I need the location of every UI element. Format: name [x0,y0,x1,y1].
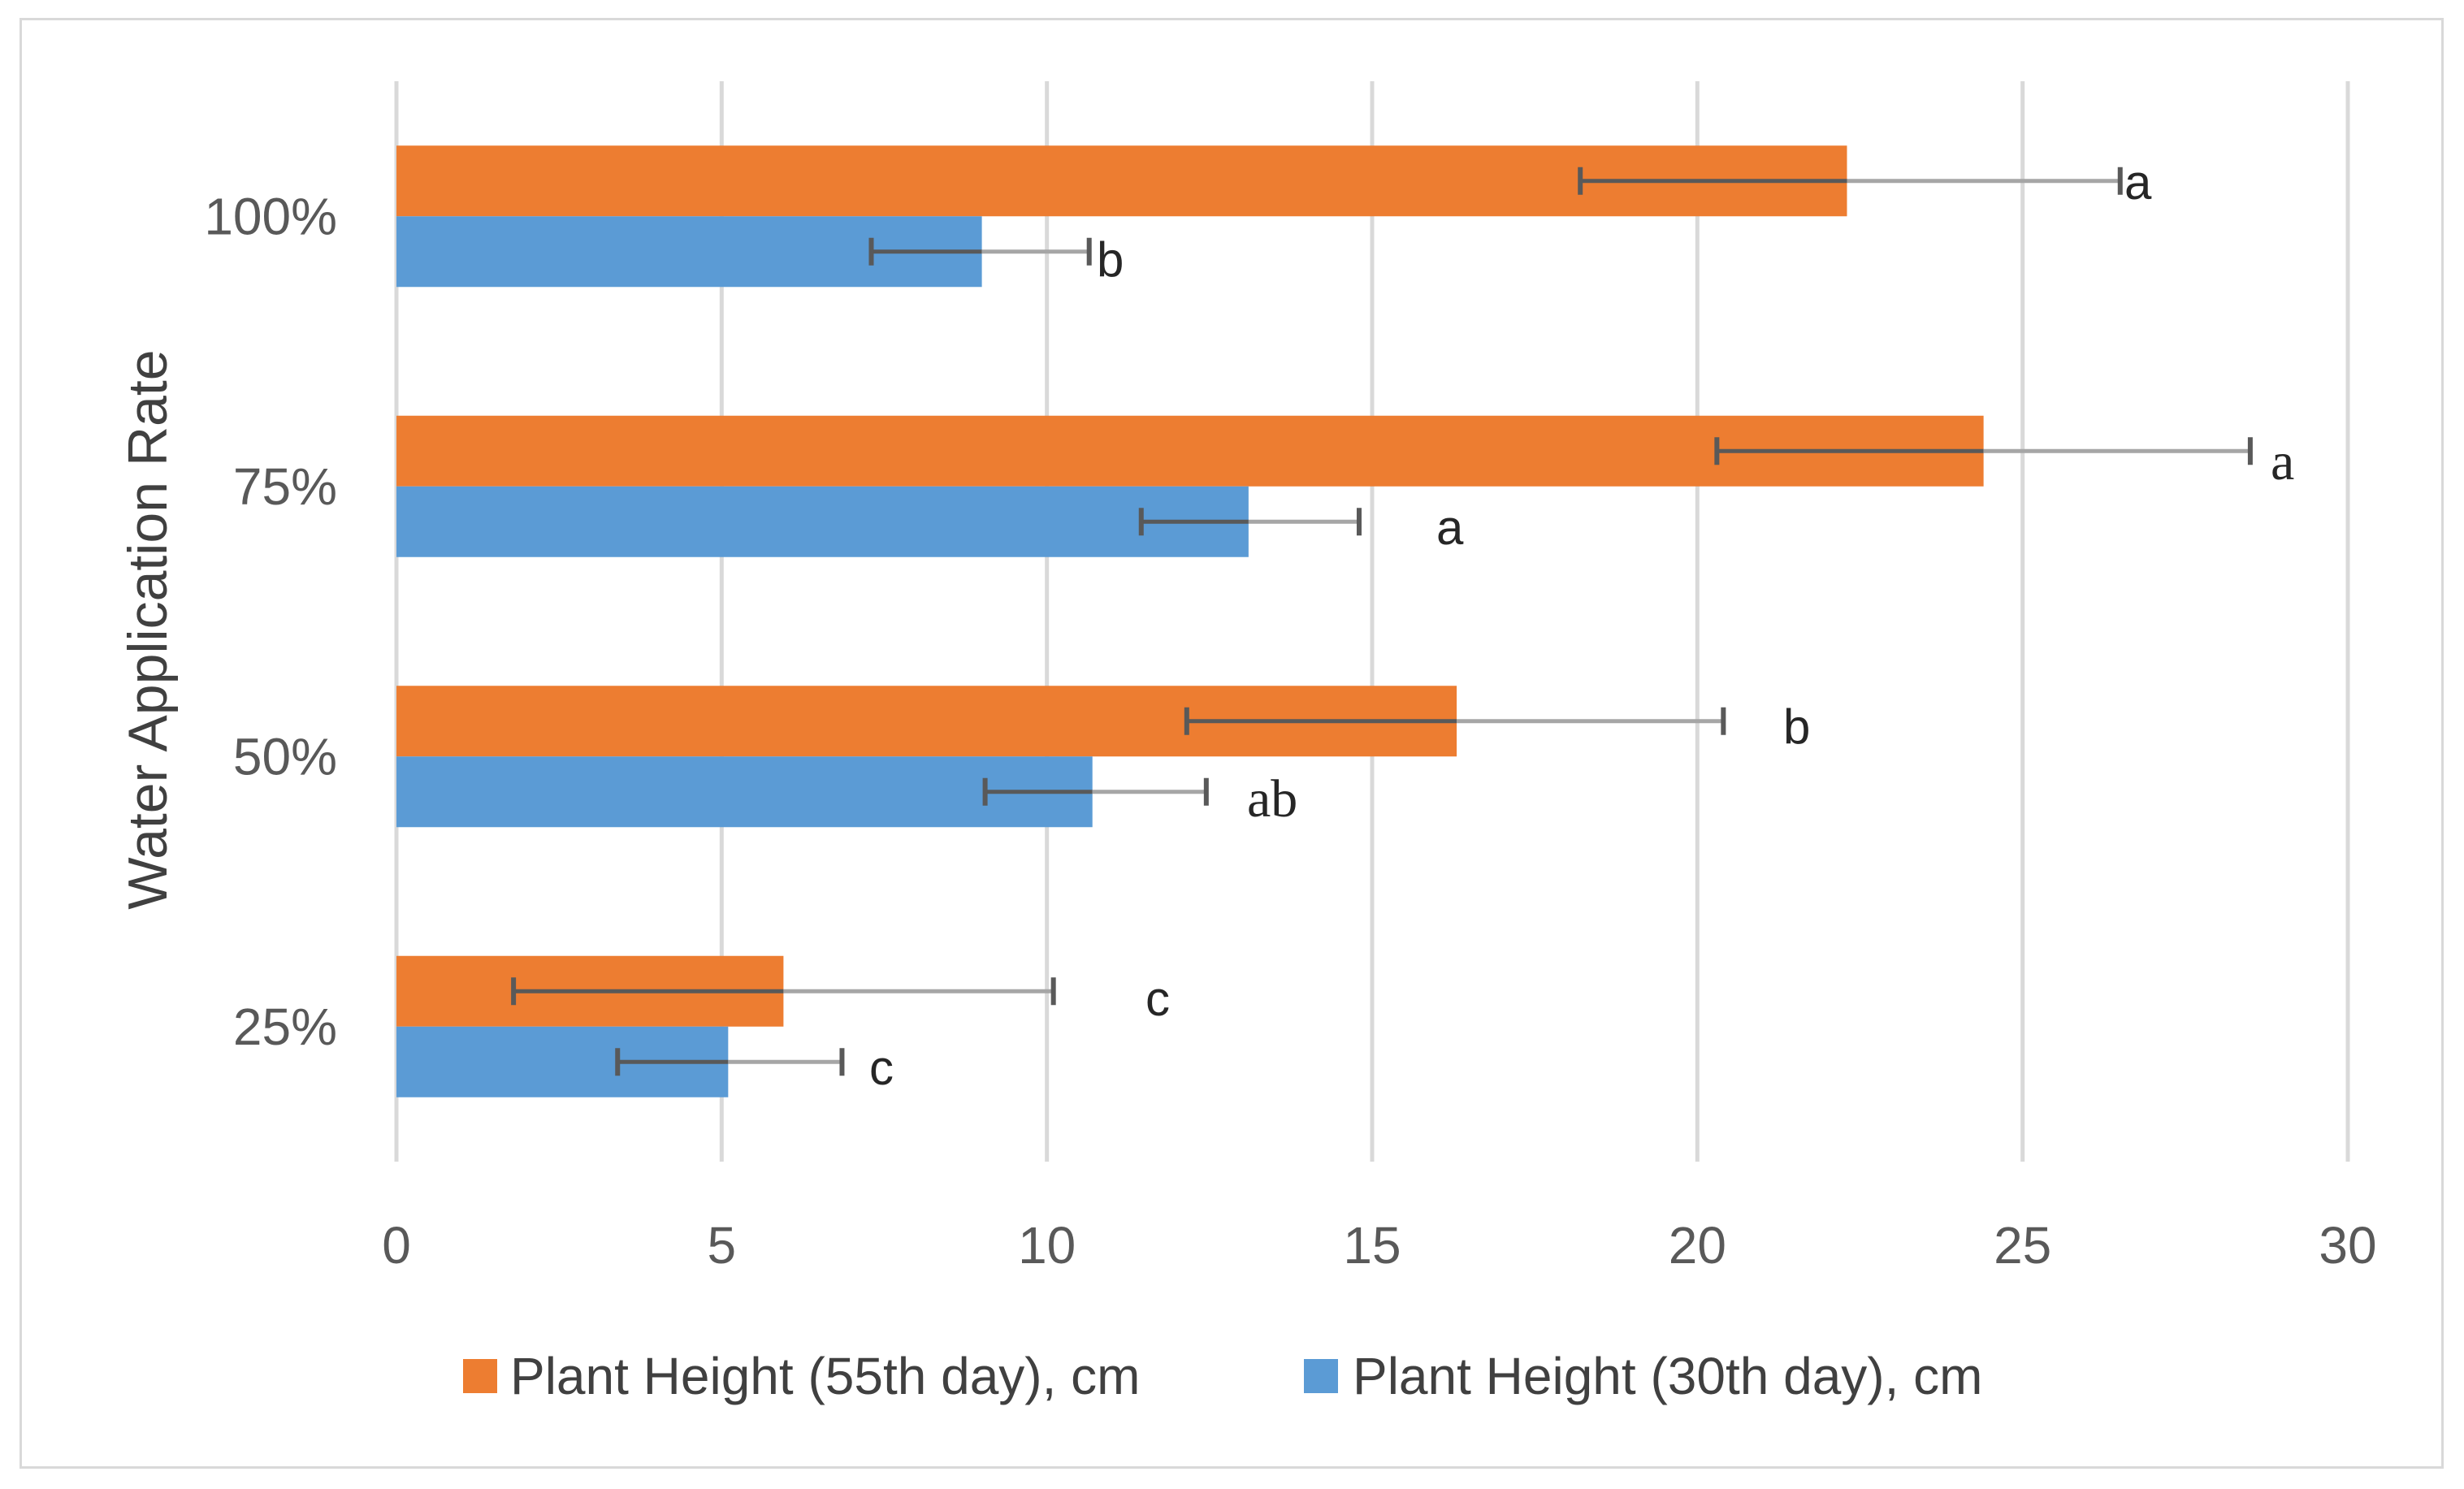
significance-letter: a [2271,432,2294,491]
y-category-label: 100% [204,187,337,245]
legend-label-30th-day: Plant Height (30th day), cm [1353,1347,1982,1405]
bars [396,145,1984,1097]
error-bars [511,167,2253,1076]
significance-letter: a [1436,500,1464,555]
x-tick-label: 5 [708,1216,737,1275]
x-tick-label: 20 [1669,1216,1726,1275]
significance-letter: b [1097,232,1124,287]
significance-letter: ab [1247,769,1297,829]
y-axis-label: Water Application Rate [117,349,179,909]
y-axis-categories: 100% 75% 50% 25% [204,187,337,1056]
legend-swatch-55th-day [463,1359,497,1393]
legend-label-55th-day: Plant Height (55th day), cm [510,1347,1140,1405]
significance-letter: c [1145,972,1170,1026]
significance-letter: a [2124,155,2152,210]
x-tick-label: 30 [2319,1216,2376,1275]
x-tick-label: 25 [1994,1216,2051,1275]
x-axis-ticks: 0 5 10 15 20 25 30 [382,1216,2376,1275]
significance-letter: c [869,1041,894,1095]
bar-30th-day [396,756,1093,828]
x-tick-label: 15 [1343,1216,1401,1275]
y-category-label: 50% [233,727,337,786]
x-tick-label: 0 [382,1216,411,1275]
chart-frame [19,18,2444,1469]
x-tick-label: 10 [1018,1216,1076,1275]
significance-letter: b [1783,699,1810,754]
y-category-label: 75% [233,457,337,516]
legend: Plant Height (55th day), cm Plant Height … [463,1347,1982,1405]
legend-swatch-30th-day [1304,1359,1338,1393]
y-category-label: 25% [233,998,337,1056]
bar-30th-day [396,486,1249,557]
